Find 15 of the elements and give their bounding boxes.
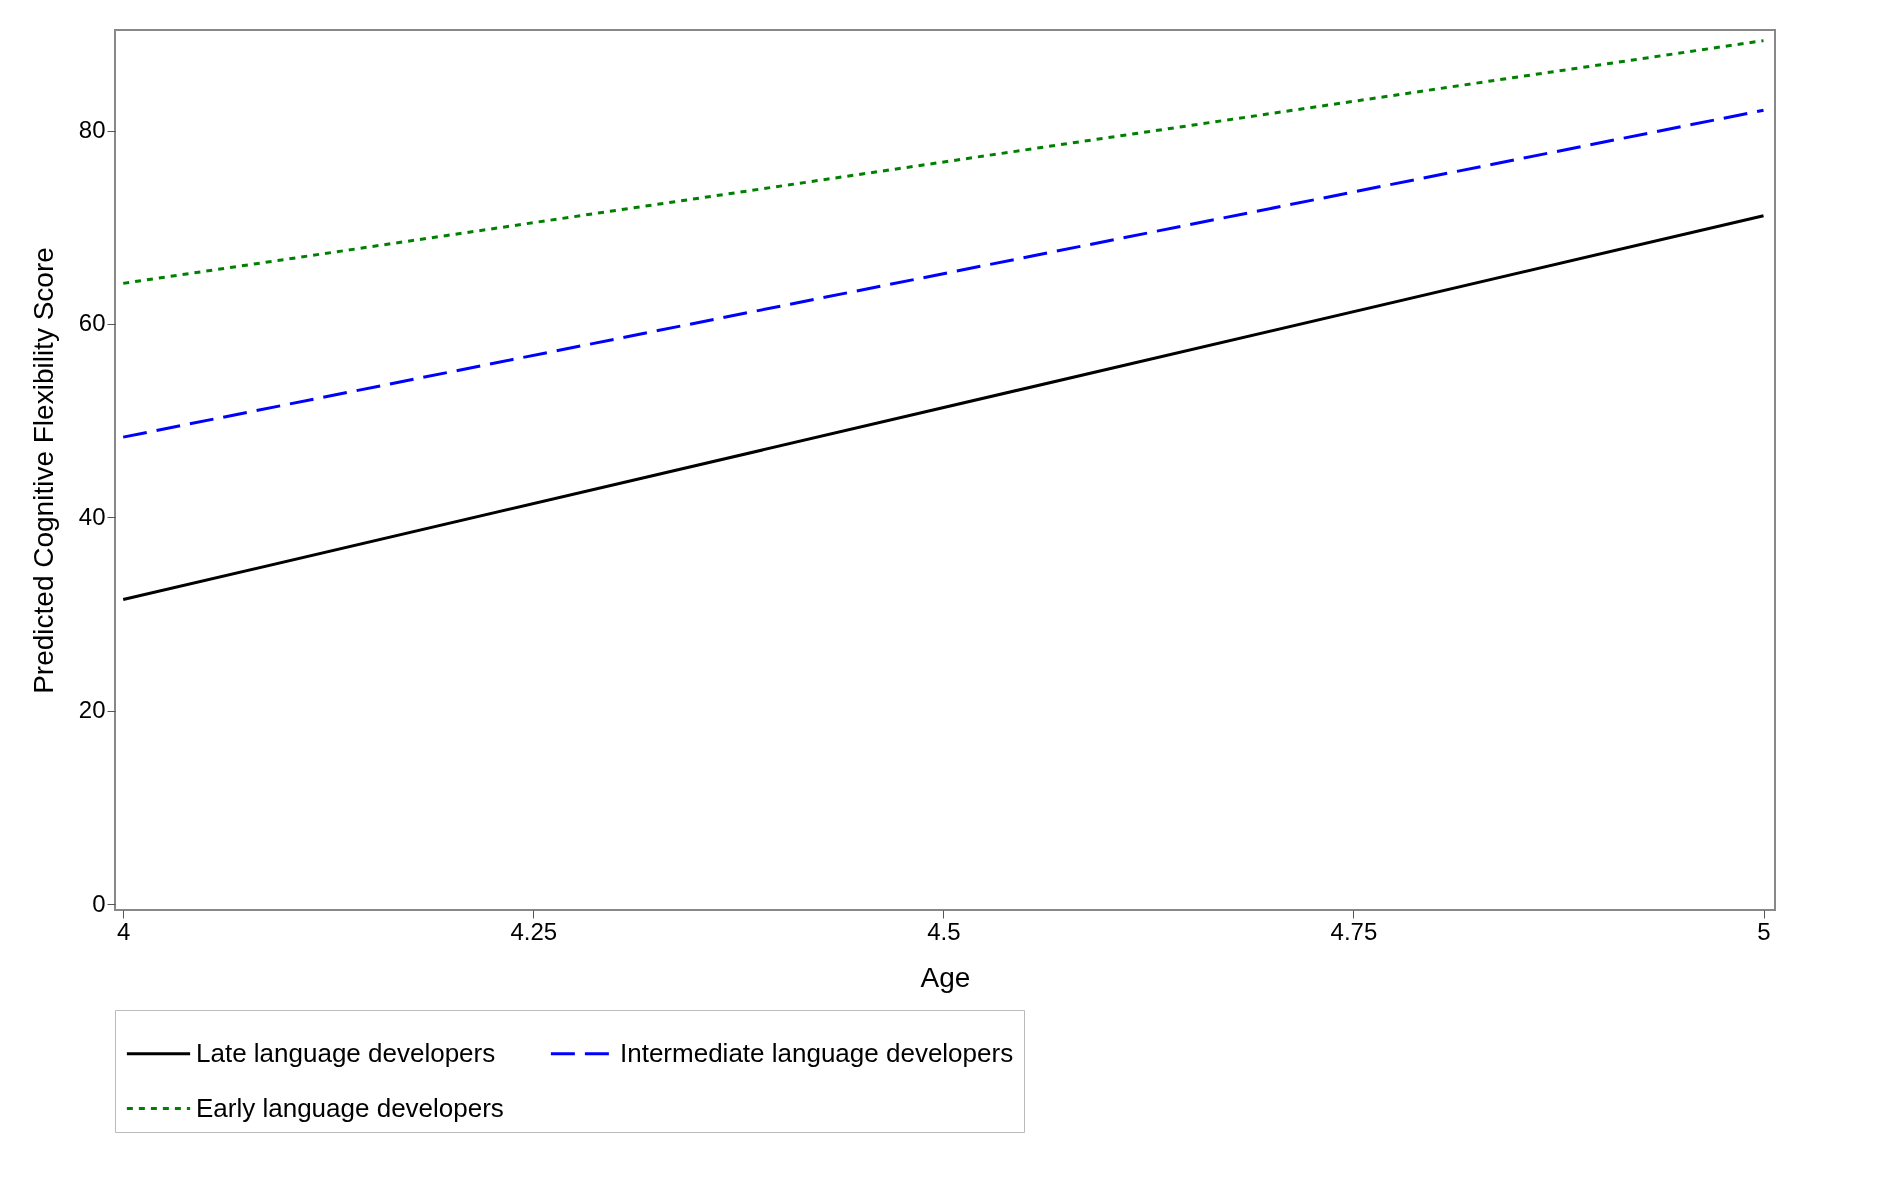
y-tick-label: 80 [78, 116, 106, 144]
y-tick-label: 40 [78, 502, 106, 530]
y-axis-title: Predicted Cognitive Flexibility Score [27, 247, 59, 694]
x-tick-label: 5 [1757, 917, 1771, 945]
legend-label: Late language developers [196, 1037, 496, 1068]
y-tick-label: 0 [92, 889, 106, 917]
x-tick-label: 4 [117, 917, 131, 945]
x-axis-title: Age [920, 961, 971, 993]
x-tick-label: 4.75 [1330, 917, 1378, 945]
legend-label: Intermediate language developers [620, 1037, 1014, 1068]
x-tick-label: 4.5 [927, 917, 961, 945]
legend-label: Early language developers [196, 1092, 504, 1123]
y-tick-label: 60 [78, 309, 106, 337]
x-tick-label: 4.25 [510, 917, 558, 945]
y-tick-label: 20 [78, 696, 106, 724]
